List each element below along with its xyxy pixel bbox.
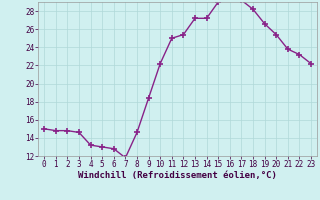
X-axis label: Windchill (Refroidissement éolien,°C): Windchill (Refroidissement éolien,°C) [78,171,277,180]
